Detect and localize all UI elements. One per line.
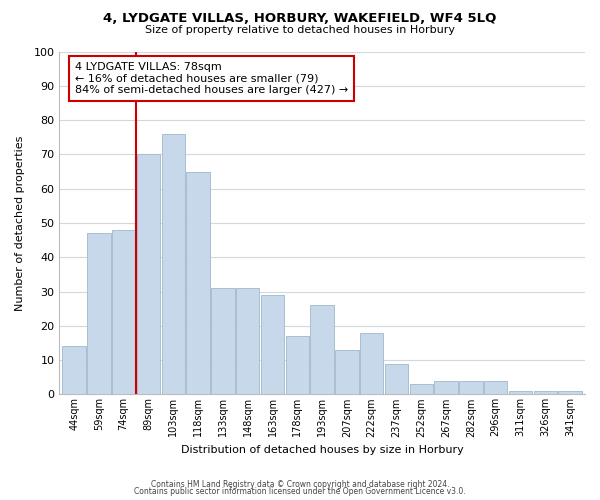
Bar (261, 295, 284, 394)
Bar (87, 233, 110, 394)
Bar (112, 230, 136, 394)
Bar (509, 391, 532, 394)
Text: 4 LYDGATE VILLAS: 78sqm
← 16% of detached houses are smaller (79)
84% of semi-de: 4 LYDGATE VILLAS: 78sqm ← 16% of detache… (75, 62, 348, 95)
Bar (559, 391, 582, 394)
Bar (360, 332, 383, 394)
Text: Contains HM Land Registry data © Crown copyright and database right 2024.: Contains HM Land Registry data © Crown c… (151, 480, 449, 489)
Bar (62, 346, 86, 395)
Bar (410, 384, 433, 394)
Bar (187, 172, 210, 394)
Bar (236, 288, 259, 395)
Text: Contains public sector information licensed under the Open Government Licence v3: Contains public sector information licen… (134, 488, 466, 496)
Bar (335, 350, 359, 395)
Bar (533, 391, 557, 394)
Bar (286, 336, 309, 394)
Bar (211, 288, 235, 395)
Y-axis label: Number of detached properties: Number of detached properties (15, 136, 25, 310)
X-axis label: Distribution of detached houses by size in Horbury: Distribution of detached houses by size … (181, 445, 463, 455)
Bar (161, 134, 185, 394)
Bar (385, 364, 408, 394)
Bar (434, 380, 458, 394)
Bar (459, 380, 482, 394)
Bar (310, 305, 334, 394)
Bar (484, 380, 508, 394)
Bar (137, 154, 160, 394)
Text: Size of property relative to detached houses in Horbury: Size of property relative to detached ho… (145, 25, 455, 35)
Text: 4, LYDGATE VILLAS, HORBURY, WAKEFIELD, WF4 5LQ: 4, LYDGATE VILLAS, HORBURY, WAKEFIELD, W… (103, 12, 497, 26)
